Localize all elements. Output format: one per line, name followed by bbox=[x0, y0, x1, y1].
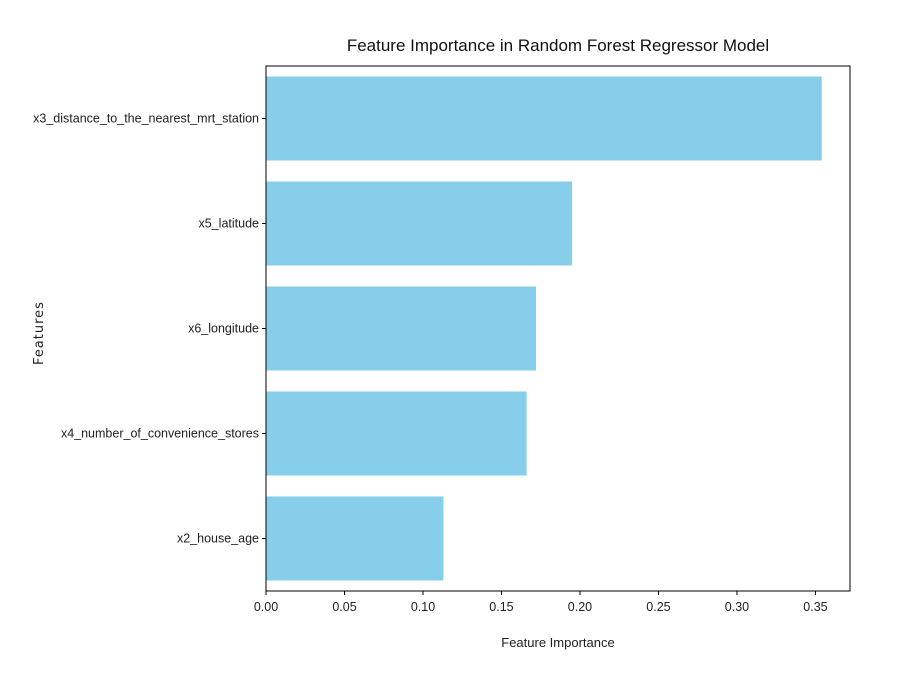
plot-frame bbox=[265, 65, 851, 592]
bar-0 bbox=[266, 76, 822, 161]
x-tick-label: 0.00 bbox=[254, 600, 278, 614]
x-tick-label: 0.15 bbox=[489, 600, 513, 614]
y-axis-ticks: x3_distance_to_the_nearest_mrt_station x5… bbox=[33, 112, 266, 546]
bar-2 bbox=[266, 286, 537, 371]
bar-3 bbox=[266, 391, 527, 476]
x-tick-label: 0.25 bbox=[646, 600, 670, 614]
y-tick-label: x4_number_of_convenience_stores bbox=[61, 427, 259, 441]
y-tick-label: x6_longitude bbox=[188, 322, 259, 336]
x-axis-ticks: 0.00 0.05 0.10 0.15 0.20 0.25 0.30 0.35 bbox=[254, 591, 828, 614]
y-tick-label: x2_house_age bbox=[177, 532, 259, 546]
bar-4 bbox=[266, 496, 444, 581]
x-tick-label: 0.10 bbox=[411, 600, 435, 614]
x-tick-label: 0.30 bbox=[725, 600, 749, 614]
y-tick-label: x5_latitude bbox=[199, 217, 260, 231]
x-tick-label: 0.20 bbox=[568, 600, 592, 614]
x-tick-label: 0.05 bbox=[332, 600, 356, 614]
chart-title: Feature Importance in Random Forest Regr… bbox=[347, 36, 769, 55]
bars-group bbox=[266, 76, 822, 581]
y-axis-label: Features bbox=[32, 301, 47, 365]
bar-1 bbox=[266, 181, 573, 266]
y-tick-label: x3_distance_to_the_nearest_mrt_station bbox=[33, 112, 259, 126]
x-axis-label: Feature Importance bbox=[501, 635, 614, 650]
x-tick-label: 0.35 bbox=[803, 600, 827, 614]
